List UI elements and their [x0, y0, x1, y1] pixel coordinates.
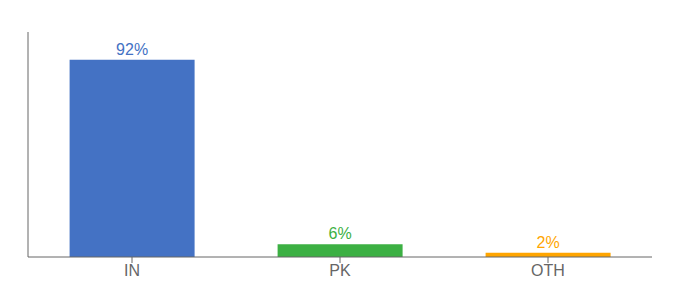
svg-text:IN: IN	[124, 262, 140, 279]
svg-text:6%: 6%	[329, 225, 352, 242]
svg-text:92%: 92%	[116, 41, 148, 58]
svg-text:OTH: OTH	[531, 262, 565, 279]
svg-text:PK: PK	[329, 262, 351, 279]
svg-text:2%: 2%	[537, 234, 560, 251]
